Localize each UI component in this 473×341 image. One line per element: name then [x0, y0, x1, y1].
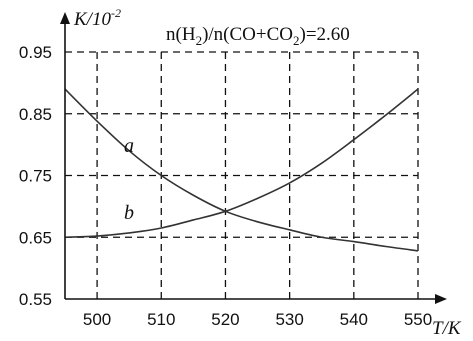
x-tick-label-0: 500 — [83, 310, 111, 329]
x-tick-label-5: 550 — [404, 310, 432, 329]
y-axis-label-superscript: -2 — [111, 6, 121, 20]
x-tick-label-4: 540 — [340, 310, 368, 329]
x-axis-arrow — [435, 294, 447, 304]
curve-label-b: b — [124, 202, 134, 224]
x-tick-label-1: 510 — [147, 310, 175, 329]
title-sub-1: 2 — [196, 33, 203, 48]
curve-label-a: a — [124, 135, 134, 157]
y-tick-label-4: 0.95 — [19, 43, 52, 62]
x-axis-label: T/K — [432, 318, 462, 339]
curve-a — [64, 88, 419, 252]
y-tick-label-3: 0.85 — [19, 105, 52, 124]
x-tick-label-3: 530 — [275, 310, 303, 329]
tick-labels: 500 510 520 530 540 550 0.55 0.65 0.75 0.85 0.95 — [19, 43, 432, 329]
title-part-1: n(H — [166, 24, 196, 45]
y-tick-label-1: 0.65 — [19, 228, 52, 247]
y-tick-label-0: 0.55 — [19, 290, 52, 309]
y-axis-label: K/10-2 — [73, 6, 121, 30]
curve-b — [64, 88, 419, 239]
curves: ab — [64, 88, 419, 252]
title-sub-2: 2 — [293, 33, 300, 48]
x-tick-label-2: 520 — [211, 310, 239, 329]
y-axis-label-main: K/10 — [73, 9, 111, 30]
grid — [65, 51, 419, 299]
chart-title: n(H2)/n(CO+CO2)=2.60 — [166, 24, 350, 48]
title-part-3: )=2.60 — [300, 24, 350, 45]
axes — [60, 12, 447, 304]
y-tick-label-2: 0.75 — [19, 167, 52, 186]
y-axis-arrow — [60, 12, 70, 24]
title-part-2: )/n(CO+CO — [202, 24, 293, 45]
